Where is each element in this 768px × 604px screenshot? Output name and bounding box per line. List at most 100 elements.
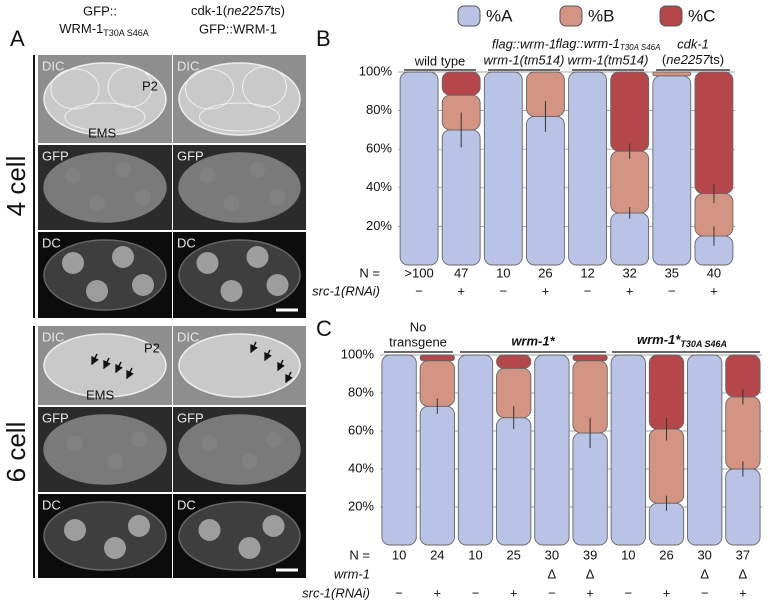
bar-segment	[610, 71, 650, 152]
nucleus	[266, 274, 289, 296]
y-tick-label: 60%	[366, 141, 392, 156]
nucleus	[86, 280, 108, 302]
y-tick-label: 20%	[348, 498, 374, 513]
nucleus	[131, 431, 147, 448]
nucleus	[128, 515, 150, 537]
nucleus	[199, 167, 216, 184]
x-tick-label: 47	[454, 265, 468, 280]
channel-label: DIC	[42, 58, 64, 73]
panel-b: B wild type flag::wrm-1 wrm-1(tm514) fla…	[316, 26, 730, 71]
bar-segment	[496, 354, 532, 369]
x-tick-label: 40	[707, 265, 721, 280]
row-value: Δ	[700, 566, 709, 581]
legend-swatch	[559, 5, 583, 27]
row-value: −	[701, 585, 709, 600]
row-label: N =	[349, 547, 370, 562]
nucleus	[135, 189, 151, 206]
embryo	[178, 62, 301, 136]
bar-segment	[610, 354, 646, 546]
cell-label: P2	[142, 78, 158, 93]
arrow	[126, 367, 134, 380]
channel-label: DIC	[177, 329, 199, 344]
row-value: +	[739, 585, 747, 600]
row-value: +	[434, 585, 442, 600]
nucleus	[104, 537, 126, 559]
y-tick-label: 40%	[366, 179, 392, 194]
group-label: (ne2257ts)	[662, 52, 724, 67]
x-tick-label: 39	[583, 547, 597, 562]
row-value: −	[395, 585, 403, 600]
nucleus	[269, 189, 286, 206]
bar-segment	[419, 405, 455, 546]
nucleus	[241, 453, 258, 470]
bar-segment	[496, 417, 532, 546]
group-label: flag::wrm-1T30A S46A	[556, 36, 661, 52]
cell-label: EMS	[88, 125, 117, 140]
subscript: T30A S46A	[680, 339, 727, 349]
channel-label: DC	[177, 235, 196, 250]
panel-c: C No transgene wrm-1* wrm-1*T30A S46A	[316, 316, 760, 353]
channel-label: GFP	[177, 148, 204, 163]
nucleus	[65, 167, 81, 184]
panel-label: A	[10, 26, 25, 51]
row-label: wrm-1	[334, 566, 370, 581]
row-value: −	[625, 585, 633, 600]
nucleus	[64, 519, 86, 541]
group-label: wrm-1*T30A S46A	[637, 332, 727, 349]
group-label: wrm-1(tm514)	[484, 52, 565, 67]
row-label: 6 cell	[1, 422, 31, 483]
group-label: wild type	[414, 53, 466, 68]
x-tick-label: 10	[621, 547, 635, 562]
legend-swatch	[457, 5, 481, 27]
cell	[64, 102, 146, 132]
y-tick-label: 40%	[348, 460, 374, 475]
row-value: −	[548, 585, 556, 600]
nucleus	[201, 435, 218, 452]
nucleus	[220, 280, 243, 302]
row-value: −	[472, 585, 480, 600]
row-value: +	[626, 283, 634, 298]
row-value: +	[710, 283, 718, 298]
bar-segment	[610, 212, 650, 266]
panel-label: C	[316, 316, 332, 341]
header-part: ne2257	[227, 3, 271, 18]
bar-segment	[483, 71, 523, 266]
legend-label: %A	[486, 6, 513, 25]
y-tick-label: 80%	[366, 102, 392, 117]
bar-segment	[572, 432, 608, 546]
x-tick-label: 12	[580, 265, 594, 280]
arrow	[91, 353, 99, 366]
group-label-part: wrm-1*	[637, 332, 681, 347]
row-value: +	[510, 585, 518, 600]
column-header: WRM-1T30A S46A	[59, 21, 149, 38]
row-label: 4 cell	[1, 156, 31, 217]
bar-segment	[694, 71, 734, 195]
panel-a: A GFP:: WRM-1T30A S46A cdk-1(ne2257ts) G…	[1, 3, 306, 578]
embryo	[43, 239, 167, 311]
row-value: −	[500, 283, 508, 298]
legend-label: %C	[688, 6, 715, 25]
column-header: cdk-1(ne2257ts)	[191, 3, 285, 18]
group-label-part: ts)	[710, 52, 724, 67]
chart: 20% 40% 60% 80% 100% 10 − 24 +10 − 25 +30 Δ − 39 Δ +10 − 2…	[302, 346, 762, 600]
chart: 20% 40% 60% 80% 100% >100 − 47 +10 − 26 +12 − 32 +35 − 4…	[312, 63, 735, 298]
bar-segment	[725, 468, 761, 546]
nucleus	[107, 453, 123, 470]
arrow	[264, 349, 272, 362]
nucleus	[223, 195, 240, 212]
group-label: flag::wrm-1	[492, 36, 556, 51]
x-tick-label: 26	[659, 547, 673, 562]
arrow	[277, 359, 285, 372]
arrow	[250, 341, 258, 354]
legend: %A %B %C	[457, 5, 715, 27]
y-tick-label: 20%	[366, 218, 392, 233]
cell	[199, 102, 280, 132]
embryo	[178, 414, 301, 485]
cell-label: EMS	[86, 387, 115, 402]
x-tick-label: 32	[622, 265, 636, 280]
header-part: ts)	[271, 3, 285, 18]
embryo	[178, 333, 301, 398]
row-value: +	[457, 283, 465, 298]
row-label: src-1(RNAi)	[312, 283, 380, 298]
